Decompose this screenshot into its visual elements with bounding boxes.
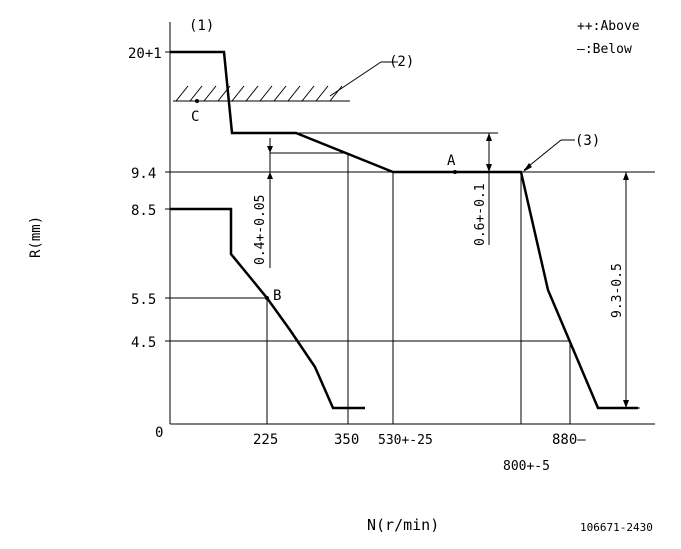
dim-0-4-arrow-top xyxy=(267,146,273,153)
x-axis-title: N(r/min) xyxy=(367,516,439,534)
y-axis-title: R(mm) xyxy=(28,216,44,258)
dim-0-4-arrow-bottom xyxy=(267,172,273,179)
leader-3-arrowhead xyxy=(523,163,532,172)
part-number: 106671-2430 xyxy=(580,521,653,534)
point-a-marker xyxy=(453,170,457,174)
legend-above: ++:Above xyxy=(577,19,640,34)
point-b-label: B xyxy=(273,288,281,304)
stopper-hatch xyxy=(175,85,343,102)
y-tick-label-5-5: 5.5 xyxy=(131,292,156,308)
dim-0-6-arrow-bottom xyxy=(486,164,492,172)
x-tick-label-880: 880— xyxy=(552,432,586,448)
y-tick-label-20: 20+1 xyxy=(128,46,162,62)
x-tick-label-350: 350 xyxy=(334,432,359,448)
dim-0-6-arrow-top xyxy=(486,133,492,141)
dim-9-3-label: 9.3-0.5 xyxy=(610,263,625,318)
callout-3: (3) xyxy=(575,133,600,149)
y-tick-label-4-5: 4.5 xyxy=(131,335,156,351)
dim-0-4-label: 0.4+-0.05 xyxy=(253,195,268,265)
x-tick-label-530: 530+-25 xyxy=(378,433,433,448)
point-a-label: A xyxy=(447,153,456,169)
upper-curve xyxy=(170,50,638,410)
point-c-label: C xyxy=(191,109,199,125)
leader-2 xyxy=(329,61,382,97)
y-tick-label-9-4: 9.4 xyxy=(131,166,156,182)
point-b-marker xyxy=(265,296,269,300)
dim-9-3-arrow-bottom xyxy=(623,400,629,408)
point-c-marker xyxy=(195,99,199,103)
x-tick-label-225: 225 xyxy=(253,432,278,448)
y-tick-label-0: 0 xyxy=(155,425,163,441)
legend-below: —:Below xyxy=(577,42,632,57)
callout-1: (1) xyxy=(189,18,214,34)
y-tick-label-8-5: 8.5 xyxy=(131,203,156,219)
x-tick-label-800: 800+-5 xyxy=(503,459,550,474)
callout-2: (2) xyxy=(389,54,414,70)
dim-9-3-arrow-top xyxy=(623,172,629,180)
dim-0-6-label: 0.6+-0.1 xyxy=(473,183,488,246)
lower-curve xyxy=(170,207,365,410)
